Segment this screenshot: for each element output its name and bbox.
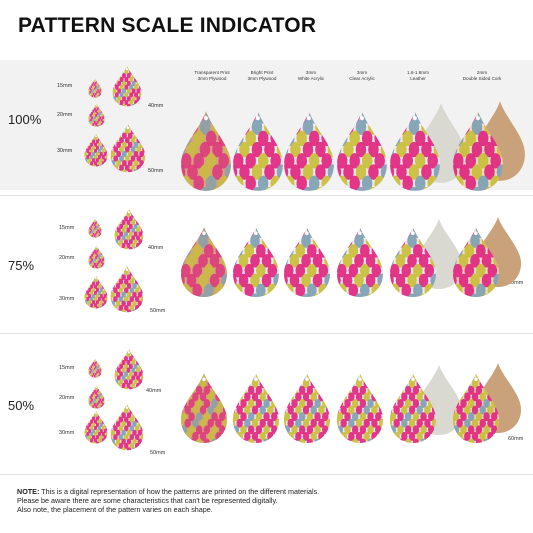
teardrop-pattern-sample [453,111,503,191]
scale-label: 50% [8,398,35,413]
material-line: Bright Print [250,70,274,75]
teardrop-pattern-sample [114,348,144,390]
note-text: This is a digital representation of how … [41,487,320,496]
teardrop-pattern-sample [452,373,500,443]
teardrop-pattern-sample [181,111,231,191]
teardrop-pattern-sample [112,65,142,107]
teardrop-pattern-sample [337,111,387,191]
material-line: 3mm [305,70,317,75]
size-label-40mm: 40mm [148,103,164,109]
size-label-30mm: 30mm [59,296,75,302]
teardrop-pattern-sample [180,373,228,443]
page-title: PATTERN SCALE INDICATOR [18,14,317,37]
disclaimer-note: NOTE: This is a digital representation o… [17,487,517,515]
size-label-50mm: 50mm [150,450,166,456]
teardrop-pattern-sample [84,275,108,309]
teardrop-pattern-sample [232,373,280,443]
teardrop-pattern-sample [336,227,384,297]
size-label-30mm: 30mm [57,148,73,154]
size-label-60mm: 60mm [508,436,524,442]
section-divider [0,195,533,196]
teardrop-pattern-sample [232,227,280,297]
note-line-1: NOTE: This is a digital representation o… [17,487,517,496]
material-label-clear-acrylic: 3mm Clear Acrylic [332,70,392,81]
material-label-transparent-plywood: Transparent Print 3mm Plywood [182,70,242,81]
size-label-20mm: 20mm [57,112,73,118]
size-label-40mm: 40mm [146,388,162,394]
teardrop-pattern-sample [336,373,384,443]
size-label-50mm: 50mm [150,308,166,314]
teardrop-pattern-sample [390,111,440,191]
size-label-15mm: 15mm [59,365,75,371]
teardrop-pattern-sample [84,133,108,167]
size-label-50mm: 50mm [148,168,164,174]
teardrop-pattern-sample [283,373,331,443]
scale-section-50: 50% [0,334,533,464]
teardrop-pattern-sample [283,227,331,297]
teardrop-pattern-sample [452,227,500,297]
material-line: 3mm [356,70,368,75]
note-line-2: Please be aware there are some character… [17,496,278,506]
size-label-40mm: 40mm [148,245,164,251]
material-line: 3mm Plywood [247,75,277,81]
material-line: 1.6-1.8mm [407,70,429,75]
teardrop-pattern-sample [180,227,228,297]
teardrop-pattern-sample [84,410,108,444]
teardrop-pattern-sample [110,265,144,313]
teardrop-pattern-sample [88,103,105,127]
size-label-15mm: 15mm [59,225,75,231]
material-label-leather: 1.6-1.8mm Leather [388,70,448,81]
teardrop-pattern-sample [88,245,105,269]
scale-label: 100% [8,112,42,127]
teardrop-pattern-sample [389,227,437,297]
teardrop-pattern-sample [110,403,144,451]
note-label: NOTE: [17,487,40,496]
scale-section-75: 75% [0,196,533,326]
material-label-white-acrylic: 3mm White Acrylic [281,70,341,81]
teardrop-pattern-sample [88,218,102,238]
material-label-bright-plywood: Bright Print 3mm Plywood [232,70,292,81]
size-label-20mm: 20mm [59,395,75,401]
size-label-20mm: 20mm [59,255,75,261]
material-line: Leather [410,75,426,81]
material-line: 3mm Plywood [197,75,227,81]
teardrop-pattern-sample [110,123,146,173]
teardrop-pattern-sample [233,111,283,191]
teardrop-pattern-sample [284,111,334,191]
material-label-cork: 2mm Double Sided Cork [452,70,512,81]
size-label-60mm: 60mm [508,280,524,286]
material-line: Clear Acrylic [349,75,375,81]
material-line: Double Sided Cork [462,75,502,81]
material-line: Transparent Print [194,70,230,75]
teardrop-pattern-sample [88,358,102,378]
material-line: White Acrylic [297,75,325,81]
teardrop-pattern-sample [114,208,144,250]
size-label-30mm: 30mm [59,430,75,436]
scale-label: 75% [8,258,35,273]
size-label-15mm: 15mm [57,83,73,89]
teardrop-pattern-sample [389,373,437,443]
note-line-3: Also note, the placement of the pattern … [17,505,213,515]
section-divider [0,333,533,334]
teardrop-pattern-sample [88,78,102,98]
teardrop-pattern-sample [88,385,105,409]
material-line: 2mm [476,70,488,75]
section-divider [0,474,533,475]
